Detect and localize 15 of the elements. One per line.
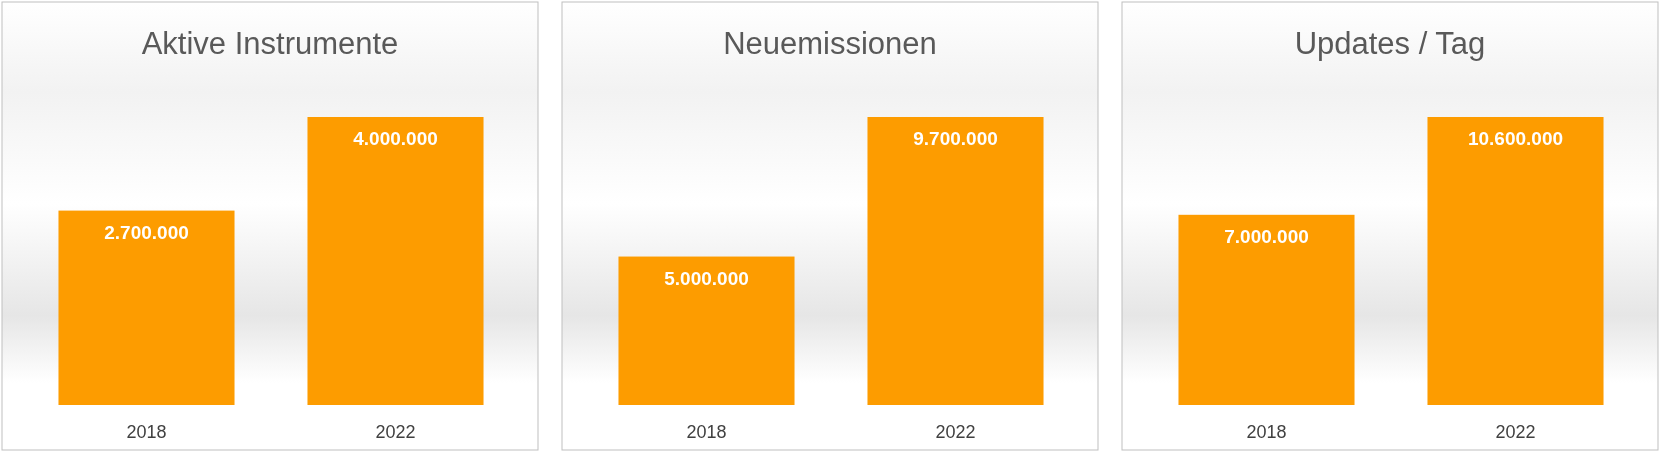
data-label: 2.700.000	[104, 221, 189, 243]
data-label: 5.000.000	[664, 267, 749, 289]
x-tick-label: 2022	[1495, 422, 1536, 442]
chart-title: Updates / Tag	[1294, 26, 1486, 61]
x-tick-label: 2018	[126, 422, 167, 442]
x-tick-label: 2018	[686, 422, 727, 442]
data-label: 4.000.000	[353, 128, 438, 149]
x-tick-label: 2022	[375, 422, 416, 442]
x-tick-label: 2022	[935, 422, 976, 442]
data-label: 7.000.000	[1224, 225, 1309, 247]
chart-title: Neuemissionen	[723, 26, 937, 61]
chart-title: Aktive Instrumente	[141, 26, 399, 61]
x-tick-label: 2018	[1246, 422, 1287, 442]
data-label: 9.700.000	[913, 128, 998, 149]
data-label: 10.600.000	[1467, 128, 1564, 149]
